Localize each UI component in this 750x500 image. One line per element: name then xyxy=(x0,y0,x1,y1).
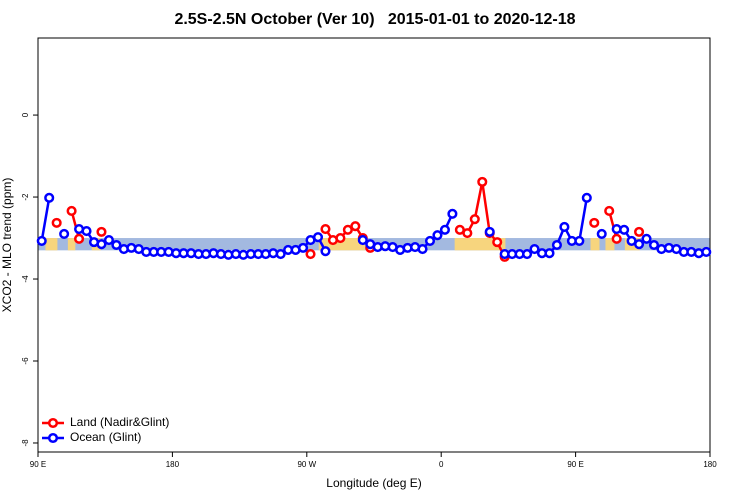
data-point xyxy=(544,248,555,259)
x-tick-label: 90 E xyxy=(30,460,46,469)
data-point xyxy=(439,224,450,235)
y-tick-label: 0 xyxy=(21,112,30,117)
data-point xyxy=(432,230,443,241)
data-point xyxy=(634,239,645,250)
data-point xyxy=(589,217,600,228)
land-band xyxy=(590,238,600,251)
y-tick-label: -2 xyxy=(21,193,30,201)
legend-marker xyxy=(47,432,59,444)
data-point xyxy=(305,248,316,260)
y-tick-label: -6 xyxy=(21,357,30,365)
data-point xyxy=(477,176,488,187)
data-point xyxy=(417,244,428,255)
data-point xyxy=(312,232,324,243)
data-point xyxy=(469,214,480,225)
data-point xyxy=(357,235,368,246)
data-point xyxy=(648,239,660,251)
data-point xyxy=(59,228,70,239)
data-point xyxy=(44,192,55,203)
chart-title: 2.5S-2.5N October (Ver 10) 2015-01-01 to… xyxy=(174,11,575,28)
data-point xyxy=(36,235,47,246)
data-point xyxy=(492,237,503,248)
data-point xyxy=(529,244,540,255)
data-point xyxy=(342,224,353,235)
legend-label: Land (Nadir&Glint) xyxy=(70,415,169,429)
data-point xyxy=(96,239,107,250)
data-point xyxy=(611,233,622,244)
x-axis-label: Longitude (deg E) xyxy=(326,476,421,490)
x-tick-label: 90 W xyxy=(297,460,316,469)
data-point xyxy=(350,221,361,232)
data-point xyxy=(701,246,712,258)
data-point xyxy=(320,246,331,257)
data-point xyxy=(574,235,585,246)
legend-marker xyxy=(47,417,59,429)
data-point xyxy=(424,235,436,246)
data-point xyxy=(581,192,592,203)
data-point xyxy=(74,233,85,244)
data-point xyxy=(320,223,331,235)
data-point xyxy=(275,248,286,260)
y-tick-label: -8 xyxy=(21,439,30,447)
data-point xyxy=(619,224,630,235)
data-point xyxy=(604,205,615,217)
data-point xyxy=(66,205,77,217)
data-point xyxy=(462,228,473,239)
land-band xyxy=(45,238,58,251)
land-band xyxy=(67,238,76,251)
x-tick-label: 180 xyxy=(166,460,180,469)
data-point xyxy=(551,239,562,251)
legend-label: Ocean (Glint) xyxy=(70,430,141,444)
data-point xyxy=(634,226,645,237)
data-point xyxy=(484,226,495,237)
x-tick-label: 180 xyxy=(703,460,717,469)
data-point xyxy=(111,239,122,251)
data-point xyxy=(96,226,107,237)
x-tick-label: 90 E xyxy=(567,460,583,469)
land-band xyxy=(605,238,615,251)
plot-frame xyxy=(37,37,711,453)
data-point xyxy=(559,221,570,233)
data-point xyxy=(51,217,62,228)
x-tick-label: 0 xyxy=(439,460,444,469)
y-tick-label: -4 xyxy=(21,275,30,283)
data-point xyxy=(447,208,458,219)
data-point xyxy=(641,233,652,244)
data-point xyxy=(103,235,114,246)
data-point xyxy=(335,232,346,244)
data-point xyxy=(596,228,607,239)
data-point xyxy=(298,242,309,253)
y-axis-label: XCO2 - MLO trend (ppm) xyxy=(0,178,14,313)
data-point xyxy=(522,248,533,260)
data-point xyxy=(81,226,92,237)
